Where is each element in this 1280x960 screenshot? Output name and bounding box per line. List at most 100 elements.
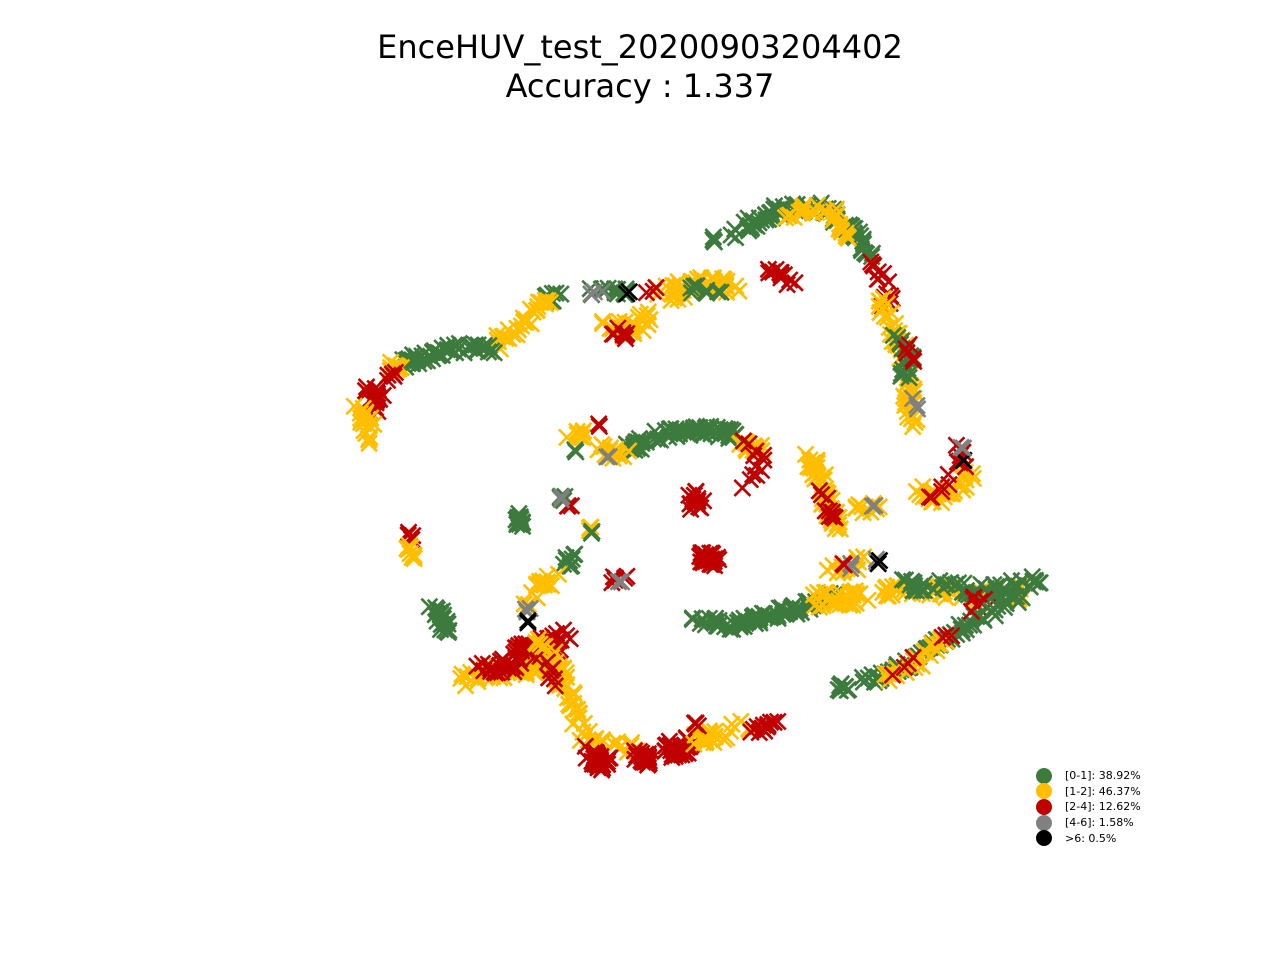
- scatter-point-2-4: [772, 268, 790, 287]
- scatter-point-1-2: [870, 297, 889, 316]
- scatter-point-2-4: [755, 722, 774, 740]
- scatter-point-2-4: [962, 602, 981, 621]
- scatter-point-1-2: [641, 310, 659, 329]
- scatter-point-2-4: [940, 475, 958, 494]
- legend-marker: [1036, 814, 1052, 831]
- scatter-point-1-2: [803, 465, 822, 484]
- legend-marker: [1036, 767, 1052, 784]
- scatter-point-1-2: [807, 203, 826, 222]
- scatter-point-2-4: [587, 754, 606, 773]
- scatter-point-2-4: [486, 664, 505, 682]
- scatter-point-0-1: [984, 575, 1003, 594]
- scatter-point-1-2: [504, 325, 522, 344]
- scatter-point-0-1: [463, 337, 482, 356]
- scatter-point-2-4: [540, 668, 558, 687]
- legend-label: [2-4]: 12.62%: [1065, 800, 1141, 814]
- legend-item-over-6: >6: 0.5%: [1036, 830, 1141, 847]
- scatter-point-1-2: [904, 651, 923, 670]
- scatter-point-0-1: [479, 343, 498, 361]
- scatter-point-2-4: [383, 365, 402, 384]
- scatter-point-0-1: [562, 556, 581, 575]
- scatter-point-0-1: [739, 209, 758, 228]
- scatter-point-1-2: [883, 577, 902, 596]
- scatter-point-0-1: [582, 524, 601, 543]
- scatter-point-1-2: [956, 470, 975, 489]
- scatter-point-1-2: [405, 549, 424, 568]
- scatter-point-2-4: [688, 489, 707, 508]
- scatter-point-1-2: [631, 305, 650, 324]
- scatter-point-1-2: [810, 598, 829, 617]
- scatter-point-0-1: [941, 573, 960, 592]
- scatter-point-1-2: [706, 727, 724, 746]
- scatter-point-0-1: [459, 337, 478, 356]
- scatter-point-0-1: [865, 673, 884, 692]
- scatter-point-0-1: [482, 342, 501, 360]
- scatter-point-2-4: [744, 446, 763, 465]
- legend-item-2-4: [2-4]: 12.62%: [1036, 798, 1141, 815]
- scatter-point-0-1: [936, 575, 955, 594]
- scatter-point-2-4: [883, 666, 902, 684]
- scatter-point-4-6: [597, 448, 616, 466]
- scatter-point-4-6: [863, 497, 882, 516]
- scatter-point-0-1: [710, 611, 728, 630]
- scatter-point-1-2: [573, 423, 592, 442]
- scatter-point-0-1: [719, 426, 738, 445]
- scatter-point-0-1: [911, 577, 930, 596]
- scatter-point-0-1: [440, 341, 459, 359]
- scatter-point-2-4: [868, 270, 887, 289]
- scatter-point-0-1: [712, 283, 730, 302]
- legend-label: [0-1]: 38.92%: [1065, 769, 1141, 783]
- scatter-point-1-2: [879, 664, 898, 683]
- scatter-point-2-4: [936, 626, 955, 645]
- scatter-point-2-4: [772, 266, 791, 284]
- scatter-point-0-1: [747, 608, 766, 627]
- scatter-point-1-2: [721, 722, 740, 741]
- scatter-point-2-4: [786, 273, 804, 292]
- scatter-point-0-1: [1000, 587, 1019, 605]
- scatter-point-2-4: [835, 556, 854, 574]
- scatter-point-4-6: [552, 487, 571, 506]
- scatter-point-1-2: [360, 434, 378, 453]
- scatter-point-1-2: [873, 583, 892, 602]
- scatter-point-2-4: [869, 262, 888, 281]
- scatter-point-1-2: [354, 414, 373, 433]
- scatter-point-0-1: [599, 279, 618, 298]
- scatter-point-2-4: [632, 744, 651, 763]
- scatter-point-0-1: [687, 277, 706, 295]
- scatter-point-2-4: [752, 461, 771, 480]
- scatter-point-1-2: [913, 477, 932, 496]
- scatter-point-1-2: [779, 207, 798, 225]
- scatter-point-0-1: [839, 680, 858, 699]
- scatter-point-4-6: [952, 438, 970, 457]
- scatter-point-1-2: [536, 291, 555, 310]
- scatter-point-over-6: [620, 282, 639, 301]
- scatter-point-2-4: [826, 509, 844, 527]
- scatter-point-0-1: [508, 509, 527, 528]
- scatter-point-0-1: [888, 328, 907, 347]
- scatter-point-4-6: [612, 572, 631, 591]
- scatter-point-0-1: [736, 614, 755, 633]
- scatter-point-1-2: [722, 715, 741, 734]
- scatter-point-1-2: [563, 715, 582, 733]
- scatter-point-2-4: [920, 487, 939, 506]
- scatter-point-0-1: [402, 354, 421, 373]
- scatter-point-2-4: [687, 714, 705, 732]
- scatter-point-1-2: [957, 478, 976, 497]
- scatter-point-2-4: [467, 657, 486, 676]
- scatter-point-1-2: [536, 637, 554, 656]
- legend-label: [1-2]: 46.37%: [1065, 784, 1141, 798]
- scatter-point-2-4: [688, 492, 707, 510]
- scatter-point-0-1: [670, 425, 689, 443]
- scatter-point-1-2: [546, 643, 564, 661]
- scatter-point-2-4: [701, 555, 719, 574]
- scatter-point-2-4: [588, 749, 607, 767]
- legend-item-4-6: [4-6]: 1.58%: [1036, 814, 1141, 831]
- scatter-point-0-1: [750, 607, 768, 626]
- chart-title: EnceHUV_test_20200903204402: [377, 28, 903, 66]
- scatter-point-2-4: [637, 283, 656, 302]
- scatter-point-1-2: [542, 576, 561, 595]
- scatter-point-1-2: [824, 211, 843, 230]
- scatter-point-0-1: [435, 621, 454, 639]
- scatter-point-2-4: [900, 335, 919, 354]
- scatter-point-2-4: [699, 551, 718, 570]
